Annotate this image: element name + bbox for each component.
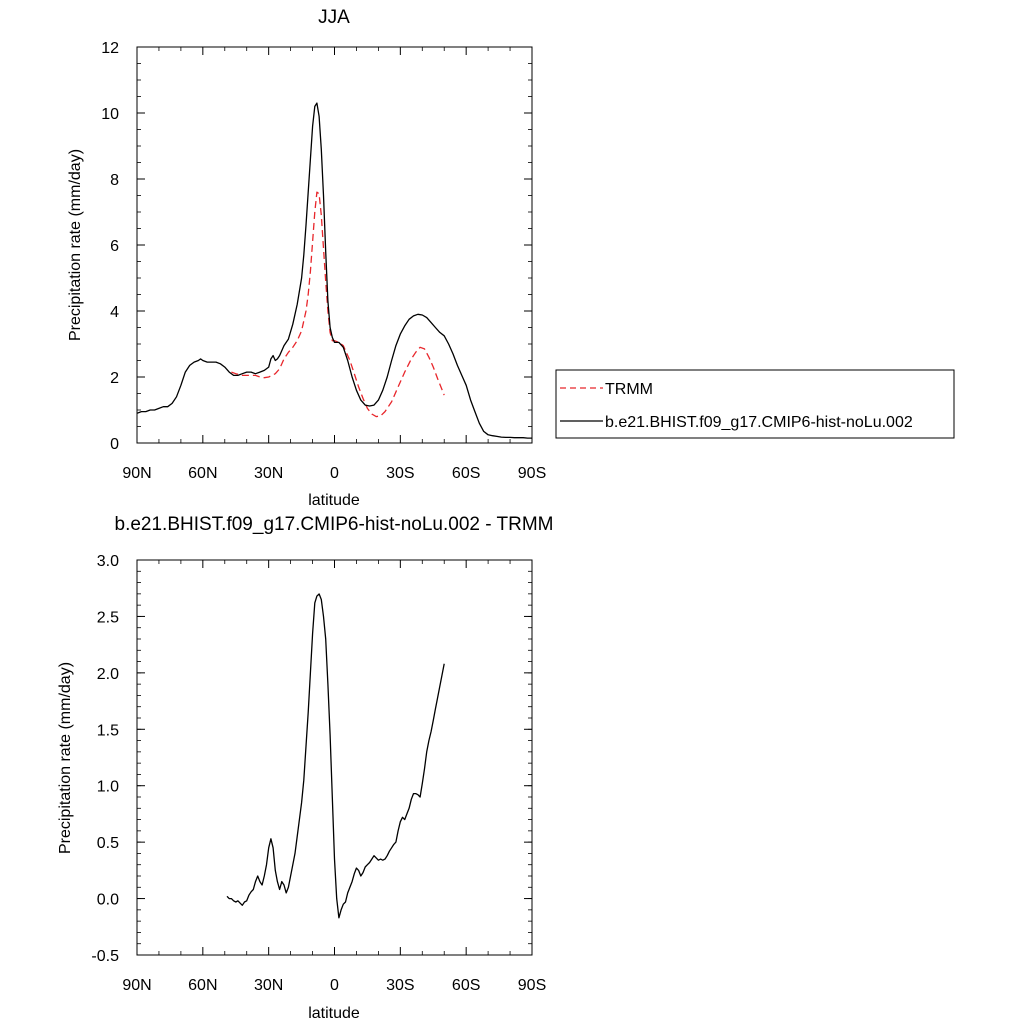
y-axis-label: Precipitation rate (mm/day) <box>67 149 84 341</box>
y-tick-label: 10 <box>101 106 119 123</box>
x-tick-label: 90N <box>122 465 151 482</box>
x-tick-label: 0 <box>330 465 339 482</box>
x-tick-label: 90S <box>518 977 546 994</box>
x-tick-label: 30N <box>254 465 283 482</box>
panel-bottom-difference: b.e21.BHIST.f09_g17.CMIP6-hist-noLu.002 … <box>57 514 553 1022</box>
y-tick-label: 2 <box>110 370 119 387</box>
legend-label-model: b.e21.BHIST.f09_g17.CMIP6-hist-noLu.002 <box>605 414 913 431</box>
plot-frame <box>136 46 533 444</box>
x-tick-label: 60S <box>452 465 480 482</box>
x-tick-label: 0 <box>330 977 339 994</box>
x-axis-label: latitude <box>308 492 360 509</box>
y-tick-labels: 0 2 4 6 8 10 12 <box>101 40 119 453</box>
chart-title: b.e21.BHIST.f09_g17.CMIP6-hist-noLu.002 … <box>115 514 554 535</box>
series-line-trmm <box>231 191 445 418</box>
axis-ticks <box>136 559 533 956</box>
x-tick-label: 60S <box>452 977 480 994</box>
x-tick-label: 60N <box>188 977 217 994</box>
y-tick-labels: -0.5 0.0 0.5 1.0 1.5 2.0 2.5 3.0 <box>91 553 119 965</box>
y-tick-label: 4 <box>110 304 119 321</box>
y-tick-label: 12 <box>101 40 119 57</box>
x-axis-label: latitude <box>308 1005 360 1022</box>
y-tick-label: -0.5 <box>91 948 119 965</box>
series-lines <box>136 102 532 439</box>
y-tick-label: 1.0 <box>97 779 119 796</box>
y-tick-label: 2.0 <box>97 666 119 683</box>
x-tick-label: 30S <box>386 977 414 994</box>
y-tick-label: 3.0 <box>97 553 119 570</box>
x-tick-label: 90S <box>518 465 546 482</box>
y-tick-label: 0.5 <box>97 835 119 852</box>
legend-box <box>555 369 955 439</box>
panel-top-zonal-mean: JJA 0 2 4 6 8 10 12 90N 60N 30N 0 30S 60S 90S latitu… <box>67 7 955 509</box>
y-tick-label: 1.5 <box>97 722 119 739</box>
x-tick-labels: 90N 60N 30N 0 30S 60S 90S <box>122 977 546 994</box>
legend: TRMM b.e21.BHIST.f09_g17.CMIP6-hist-noLu… <box>555 369 955 439</box>
legend-label-trmm: TRMM <box>605 381 653 398</box>
y-tick-label: 8 <box>110 172 119 189</box>
series-lines <box>226 593 445 919</box>
series-line-model <box>136 102 532 439</box>
x-tick-label: 90N <box>122 977 151 994</box>
y-tick-label: 6 <box>110 238 119 255</box>
chart-title: JJA <box>318 7 350 28</box>
series-line-difference <box>226 593 445 919</box>
y-axis-label: Precipitation rate (mm/day) <box>57 662 74 854</box>
plot-frame <box>136 559 533 956</box>
y-tick-label: 0.0 <box>97 892 119 909</box>
x-tick-labels: 90N 60N 30N 0 30S 60S 90S <box>122 465 546 482</box>
y-tick-label: 0 <box>110 436 119 453</box>
x-tick-label: 30N <box>254 977 283 994</box>
y-tick-label: 2.5 <box>97 609 119 626</box>
x-tick-label: 30S <box>386 465 414 482</box>
x-tick-label: 60N <box>188 465 217 482</box>
axis-ticks <box>136 46 533 444</box>
